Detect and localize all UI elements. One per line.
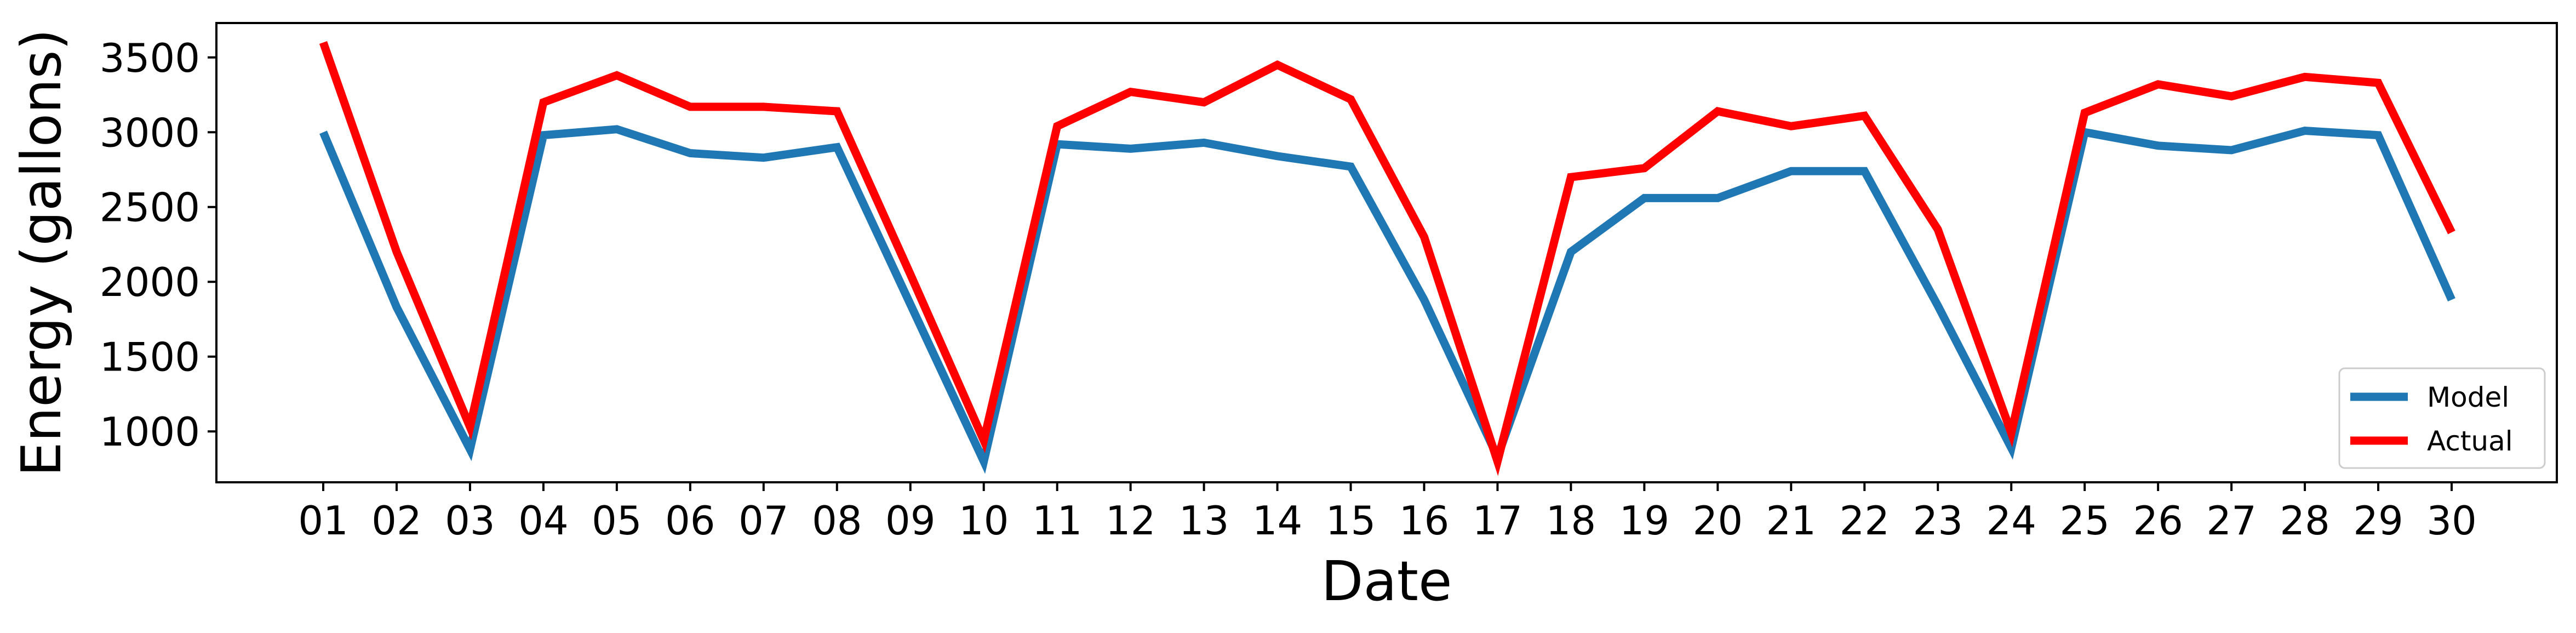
x-axis-title: Date	[1321, 549, 1452, 613]
x-tick-label: 27	[2206, 498, 2257, 544]
x-tick-label: 18	[1546, 498, 1596, 544]
series-layer	[319, 41, 2455, 476]
x-tick-label: 13	[1179, 498, 1229, 544]
x-tick-label: 01	[298, 498, 348, 544]
x-tick-label: 25	[2059, 498, 2110, 544]
series-line-model	[319, 125, 2455, 474]
y-axis-title: Energy (gallons)	[9, 29, 73, 477]
x-tick-label: 30	[2426, 498, 2477, 544]
plot-frame	[215, 22, 2558, 483]
x-tick-label: 21	[1766, 498, 1816, 544]
x-tick-label: 09	[885, 498, 936, 544]
x-tick-label: 03	[445, 498, 495, 544]
legend-label-model: Model	[2427, 381, 2509, 413]
y-tick-label: 3500	[100, 35, 200, 81]
y-tick-label: 2000	[100, 259, 200, 305]
x-tick-label: 07	[739, 498, 789, 544]
x-tick-label: 05	[592, 498, 642, 544]
y-axis: 1000 1500 2000 2500 3000 3500	[100, 35, 216, 455]
y-tick-label: 3000	[100, 110, 200, 156]
x-tick-label: 08	[812, 498, 862, 544]
series-line-actual	[319, 41, 2455, 476]
y-tick-label: 1000	[100, 409, 200, 455]
x-tick-label: 17	[1473, 498, 1523, 544]
x-tick-label: 15	[1326, 498, 1376, 544]
x-tick-label: 06	[665, 498, 715, 544]
x-tick-label: 04	[518, 498, 569, 544]
x-tick-label: 14	[1252, 498, 1303, 544]
x-tick-label: 02	[371, 498, 422, 544]
x-tick-label: 29	[2353, 498, 2403, 544]
x-tick-label: 16	[1399, 498, 1450, 544]
x-tick-label: 28	[2280, 498, 2330, 544]
x-axis: 01 02 03 04 05 06 07 08 09 10 11 12 13 14 15 16 17 18 19 20…	[298, 482, 2477, 544]
x-tick-label: 20	[1693, 498, 1743, 544]
y-tick-label: 2500	[100, 185, 200, 231]
x-tick-label: 11	[1032, 498, 1083, 544]
x-tick-label: 23	[1913, 498, 1963, 544]
x-tick-label: 22	[1839, 498, 1890, 544]
legend-label-actual: Actual	[2427, 425, 2513, 457]
x-tick-label: 24	[1986, 498, 2036, 544]
y-tick-label: 1500	[100, 334, 200, 380]
x-tick-label: 26	[2133, 498, 2183, 544]
legend: Model Actual	[2338, 367, 2546, 469]
x-tick-label: 10	[959, 498, 1009, 544]
x-tick-label: 12	[1106, 498, 1156, 544]
x-tick-label: 19	[1619, 498, 1670, 544]
